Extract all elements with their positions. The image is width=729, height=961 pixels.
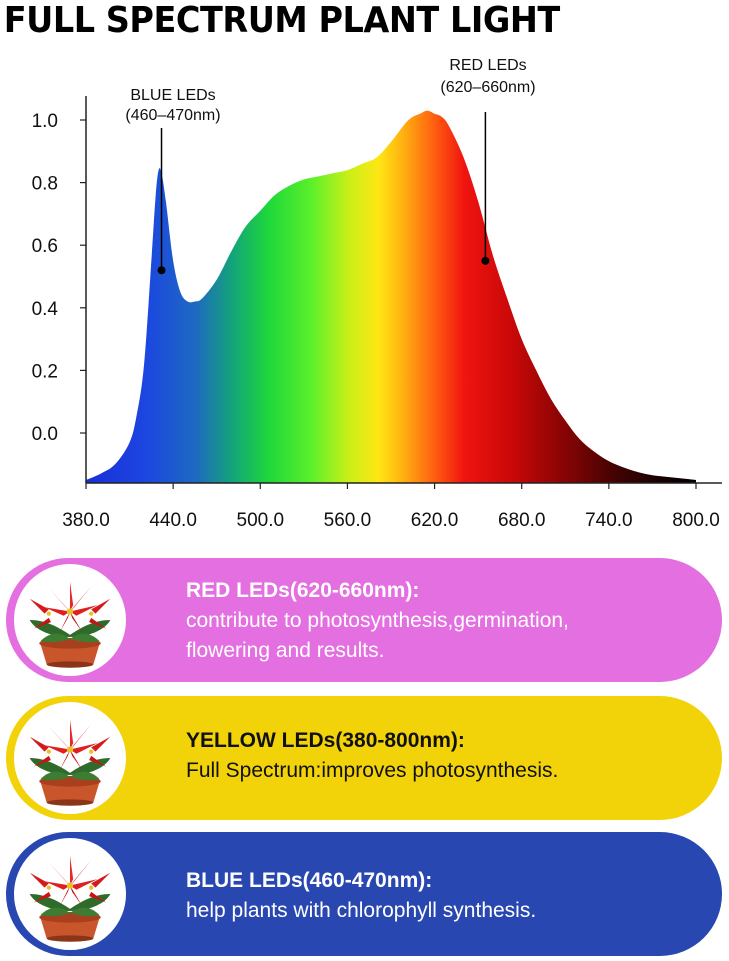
poinsettia-plant-icon (14, 838, 126, 950)
x-tick-label: 560.0 (324, 510, 372, 531)
spectrum-area (86, 110, 696, 484)
y-tick-label: 0.8 (32, 174, 58, 195)
callout-marker-dot (481, 256, 490, 265)
plot-area: 1.0 0.8 0.6 0.4 0.2 0.0 380.0 440.0 500.0 560.0 62… (32, 57, 722, 531)
card-yellow-leds: YELLOW LEDs(380-800nm): Full Spectrum:im… (6, 696, 722, 820)
poinsettia-plant-icon (14, 702, 126, 814)
card-blue-leds: BLUE LEDs(460-470nm): help plants with c… (6, 832, 722, 956)
y-tick-label: 0.4 (32, 299, 59, 320)
x-tick-label: 620.0 (411, 510, 459, 531)
x-tick-label: 380.0 (62, 510, 110, 531)
card-heading: YELLOW LEDs(380-800nm): (186, 729, 465, 752)
poinsettia-plant-icon (14, 564, 126, 676)
x-tick-label: 680.0 (498, 510, 546, 531)
callout-sublabel: (620–660nm) (440, 79, 535, 96)
callout-sublabel: (460–470nm) (125, 107, 220, 124)
card-text-line: flowering and results. (186, 639, 385, 662)
page-title: FULL SPECTRUM PLANT LIGHT (3, 0, 561, 41)
card-heading: RED LEDs(620-660nm): (186, 579, 420, 602)
card-text-line: Full Spectrum:improves photosynthesis. (186, 759, 559, 782)
callout-label: BLUE LEDs (130, 87, 215, 104)
x-tick-label: 440.0 (149, 510, 197, 531)
card-text-line: contribute to photosynthesis,germination… (186, 609, 569, 632)
x-tick-label: 500.0 (237, 510, 285, 531)
y-tick-label: 0.2 (32, 361, 58, 382)
card-heading: BLUE LEDs(460-470nm): (186, 869, 433, 892)
card-red-leds: RED LEDs(620-660nm): contribute to photo… (6, 558, 722, 682)
x-tick-label: 740.0 (585, 510, 633, 531)
y-tick-label: 0.6 (32, 236, 58, 257)
callout-marker-dot (157, 266, 166, 275)
x-tick-label: 800.0 (672, 510, 720, 531)
card-text-line: help plants with chlorophyll synthesis. (186, 899, 537, 922)
y-tick-label: 1.0 (32, 111, 58, 132)
spectrum-chart: 1.0 0.8 0.6 0.4 0.2 0.0 380.0 440.0 500.0 560.0 62… (32, 57, 722, 531)
callout-label: RED LEDs (449, 57, 526, 74)
y-tick-label: 0.0 (32, 424, 58, 445)
